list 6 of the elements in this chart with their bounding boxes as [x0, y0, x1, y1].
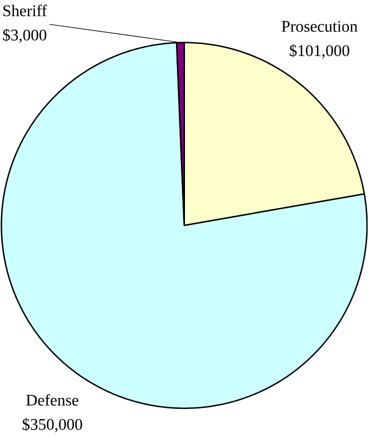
data-label: $3,000 [3, 28, 46, 43]
slice-label: Defense [26, 394, 78, 406]
data-label: $350,000 [22, 418, 82, 432]
data-label: $101,000 [290, 44, 350, 58]
slice-label: Prosecution [282, 20, 358, 32]
slice-label: Sheriff [4, 4, 48, 16]
